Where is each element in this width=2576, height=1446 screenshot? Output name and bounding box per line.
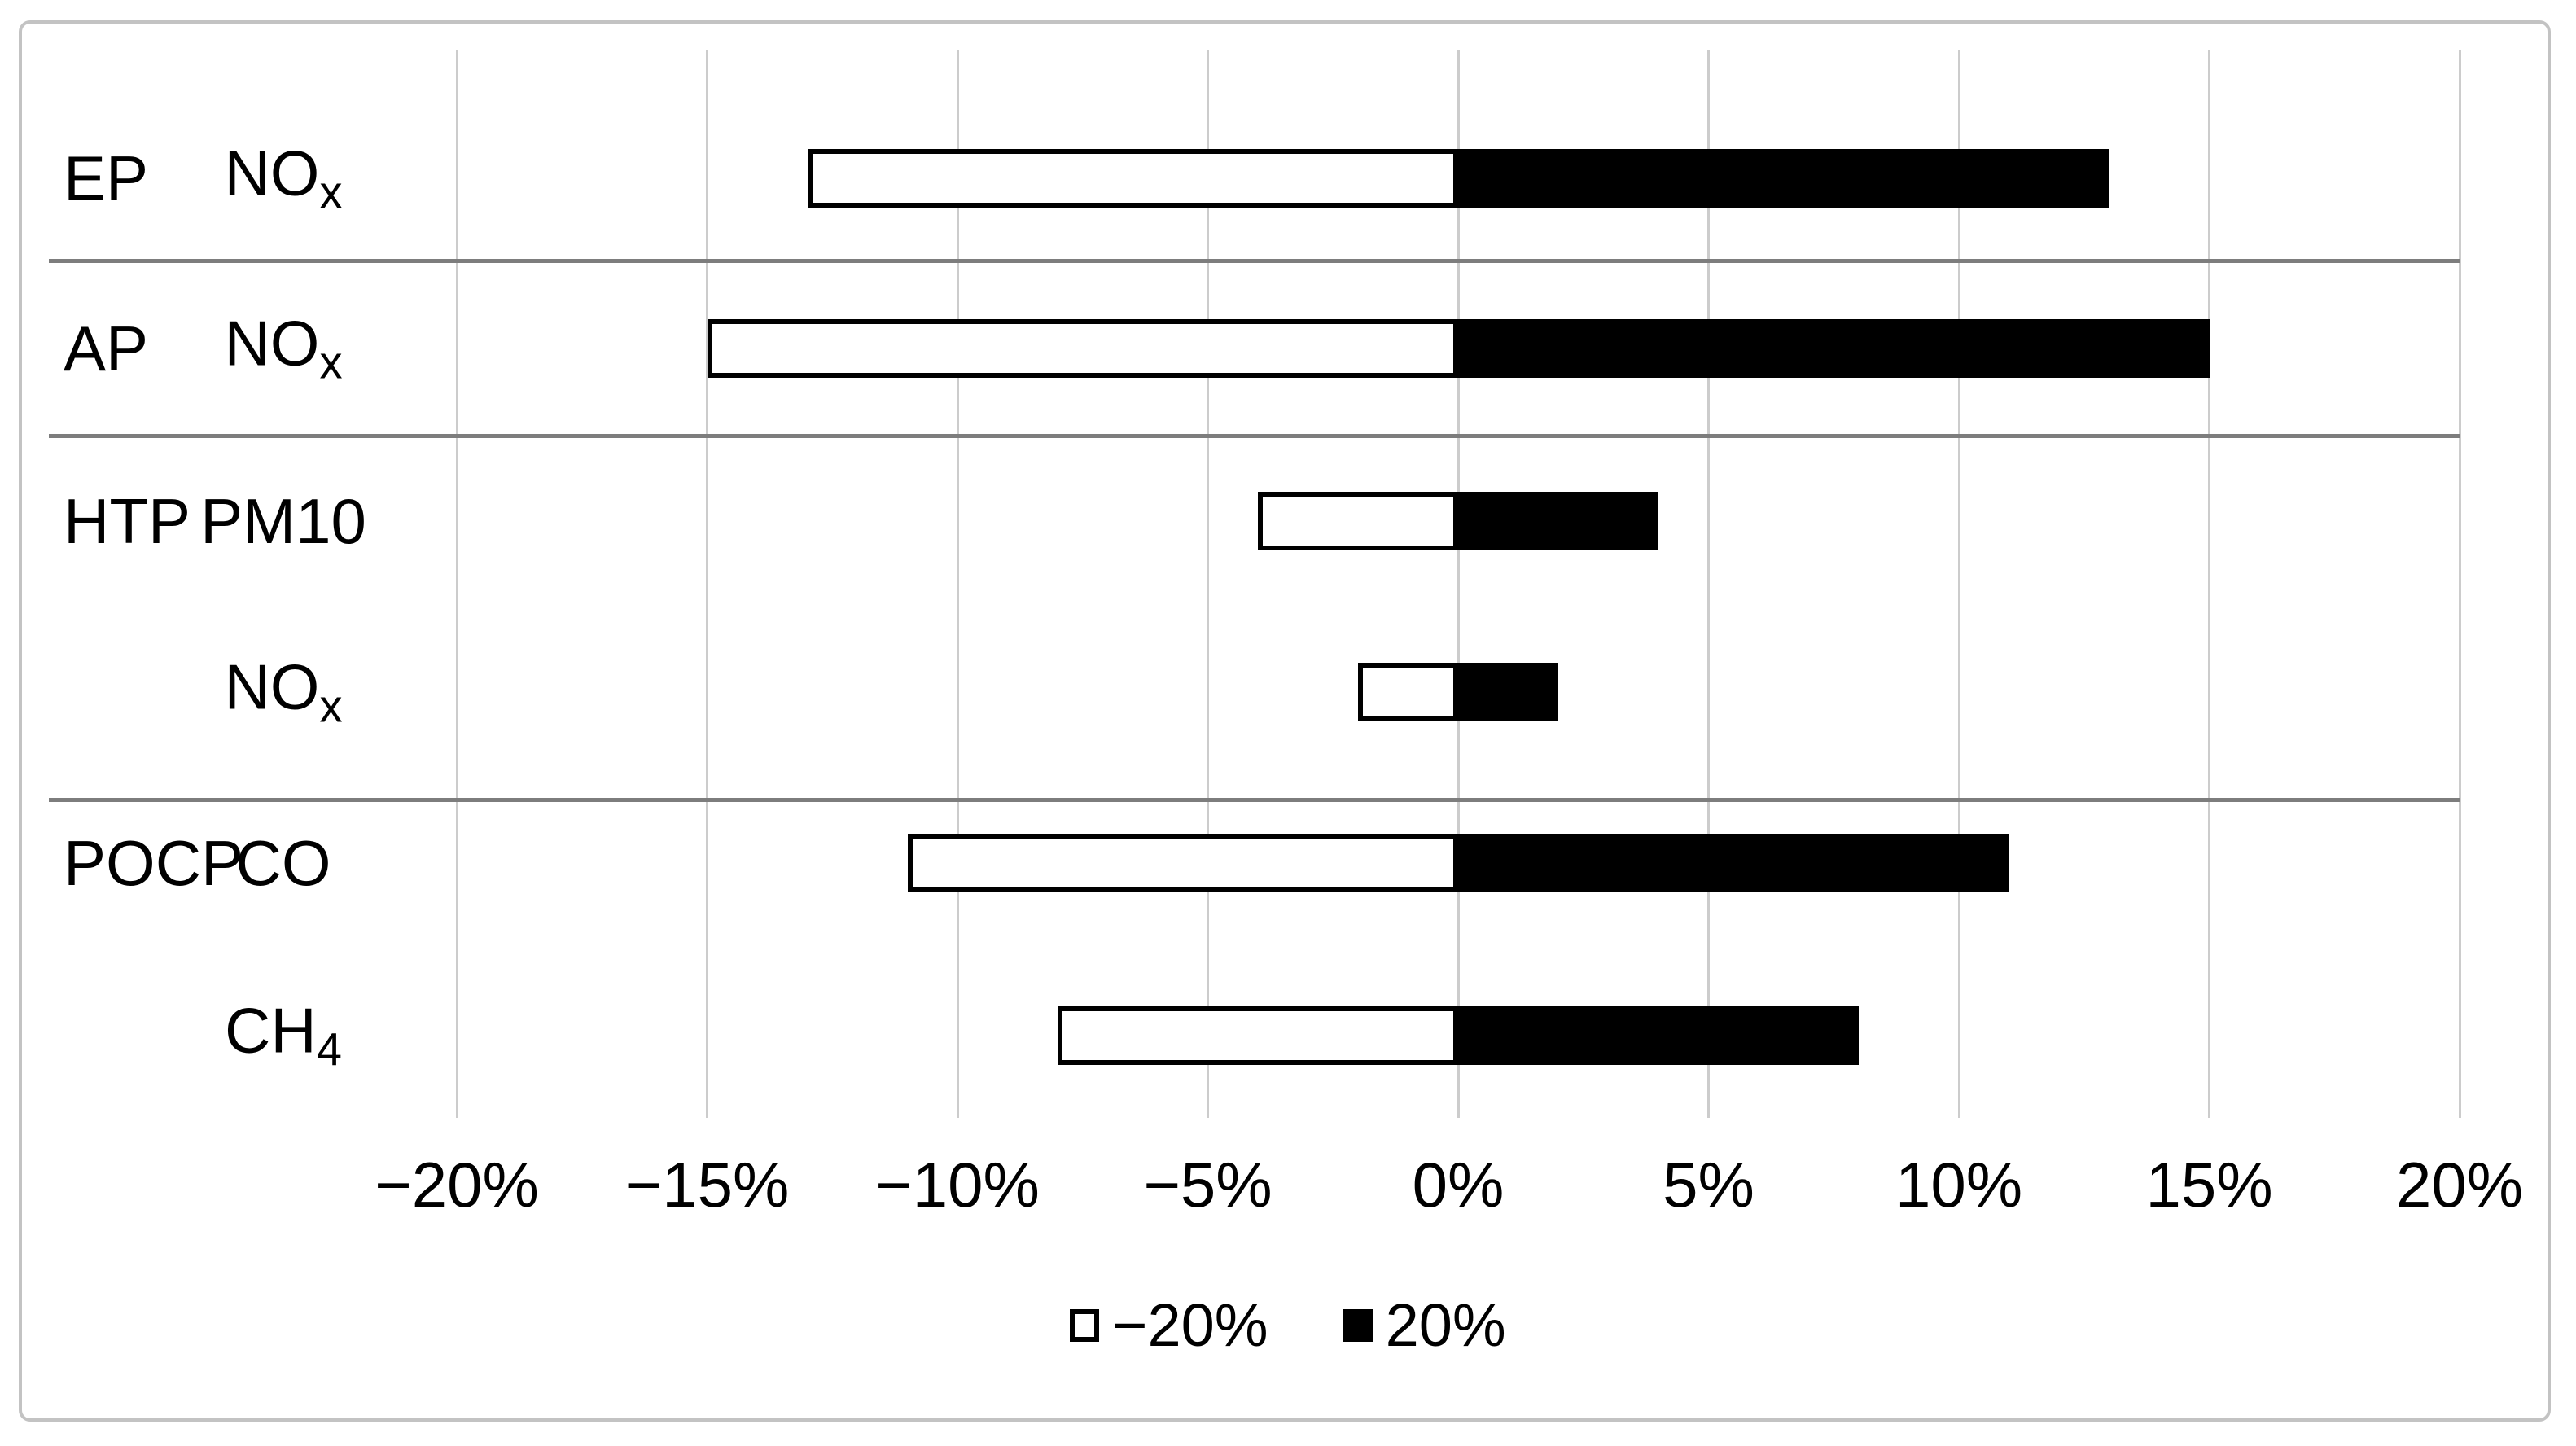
axis-tick-label: 0% bbox=[1412, 1149, 1505, 1220]
gridline-15% bbox=[2208, 50, 2210, 1118]
substance-base: CH bbox=[225, 994, 317, 1067]
substance-base: NO bbox=[224, 307, 320, 379]
substance-base: NO bbox=[224, 651, 320, 723]
gridline-10% bbox=[1957, 50, 1960, 1118]
substance-base: CO bbox=[235, 827, 331, 899]
gridline-−5% bbox=[1207, 50, 1209, 1118]
axis-tick-label: −5% bbox=[1143, 1149, 1273, 1220]
bar-negative bbox=[707, 319, 1458, 378]
row-group-label: EP bbox=[64, 142, 149, 214]
row-group-label: HTP bbox=[64, 485, 191, 557]
bar-positive bbox=[1458, 1006, 1859, 1065]
legend-item: −20% bbox=[1070, 1295, 1268, 1356]
bar-negative bbox=[807, 149, 1458, 208]
bar-positive bbox=[1458, 149, 2109, 208]
gridline-0% bbox=[1457, 50, 1460, 1118]
bar-negative bbox=[1358, 663, 1458, 721]
legend: −20% 20% bbox=[0, 1293, 2576, 1358]
gridline-−10% bbox=[956, 50, 959, 1118]
row-substance-label: NOx bbox=[224, 655, 342, 730]
gridline-20% bbox=[2458, 50, 2461, 1118]
axis-tick-label: 10% bbox=[1895, 1149, 2023, 1220]
row-substance-label: NOx bbox=[224, 142, 342, 216]
legend-swatch-positive bbox=[1343, 1309, 1373, 1342]
axis-tick-label: −10% bbox=[875, 1149, 1040, 1220]
legend-item: 20% bbox=[1343, 1295, 1506, 1356]
row-substance-label: CO bbox=[236, 831, 331, 895]
group-separator-line bbox=[49, 259, 2460, 263]
bar-negative bbox=[907, 834, 1458, 892]
legend-swatch-negative bbox=[1070, 1309, 1100, 1342]
row-group-label: POCP bbox=[64, 827, 244, 899]
row-substance-label: CH4 bbox=[225, 999, 342, 1073]
row-group-label: AP bbox=[64, 313, 149, 384]
gridline-−20% bbox=[455, 50, 458, 1118]
substance-base: NO bbox=[224, 137, 320, 209]
bar-positive bbox=[1458, 834, 2009, 892]
substance-subscript: 4 bbox=[316, 1023, 342, 1076]
bar-positive bbox=[1458, 492, 1658, 550]
bar-positive bbox=[1458, 663, 1558, 721]
chart-frame bbox=[19, 20, 2551, 1422]
legend-label: −20% bbox=[1112, 1291, 1268, 1359]
gridline-−15% bbox=[706, 50, 708, 1118]
axis-tick-label: 15% bbox=[2145, 1149, 2273, 1220]
bar-negative bbox=[1258, 492, 1458, 550]
substance-subscript: x bbox=[319, 680, 343, 732]
row-substance-label: PM10 bbox=[200, 489, 366, 553]
substance-subscript: x bbox=[319, 336, 343, 388]
gridline-5% bbox=[1707, 50, 1710, 1118]
substance-base: PM10 bbox=[200, 485, 366, 557]
substance-subscript: x bbox=[319, 166, 343, 218]
axis-tick-label: −20% bbox=[375, 1149, 539, 1220]
row-substance-label: NOx bbox=[224, 312, 342, 386]
group-separator-line bbox=[49, 798, 2460, 802]
group-separator-line bbox=[49, 434, 2460, 438]
bar-positive bbox=[1458, 319, 2210, 378]
bar-negative bbox=[1058, 1006, 1458, 1065]
axis-tick-label: 5% bbox=[1663, 1149, 1755, 1220]
axis-tick-label: 20% bbox=[2395, 1149, 2524, 1220]
legend-label: 20% bbox=[1385, 1291, 1506, 1359]
axis-tick-label: −15% bbox=[624, 1149, 790, 1220]
